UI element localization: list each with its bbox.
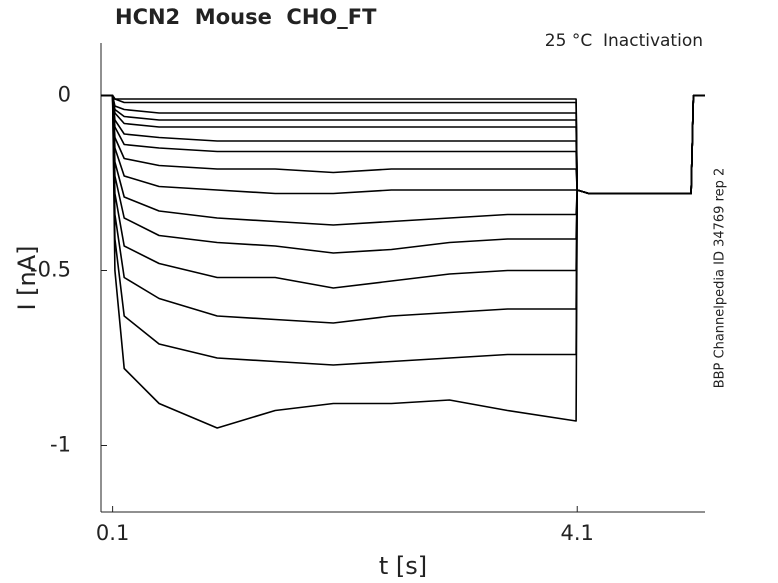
trace [101, 94, 705, 195]
trace [101, 94, 705, 195]
trace [101, 94, 705, 254]
x-axis-label: t [s] [379, 552, 427, 580]
x-tick-label: 0.1 [96, 521, 129, 545]
trace [101, 94, 705, 429]
x-tick-label: 4.1 [561, 521, 594, 545]
y-axis-label: I [nA] [13, 245, 41, 310]
y-tick-label: -0.5 [30, 258, 71, 282]
annotation: 25 °C Inactivation [545, 31, 703, 51]
trace [101, 94, 705, 195]
trace [101, 94, 705, 195]
trace [101, 94, 705, 195]
trace [101, 94, 705, 195]
trace [101, 94, 705, 226]
trace [101, 94, 705, 324]
y-tick-label: -1 [50, 433, 71, 457]
trace [101, 94, 705, 195]
trace [101, 94, 705, 195]
side-label: BBP Channelpedia ID 34769 rep 2 [713, 168, 728, 389]
trace [101, 94, 705, 366]
chart-title: HCN2 Mouse CHO_FT [115, 5, 377, 29]
trace [101, 94, 705, 195]
y-tick-label: 0 [58, 83, 71, 107]
trace [101, 94, 705, 289]
